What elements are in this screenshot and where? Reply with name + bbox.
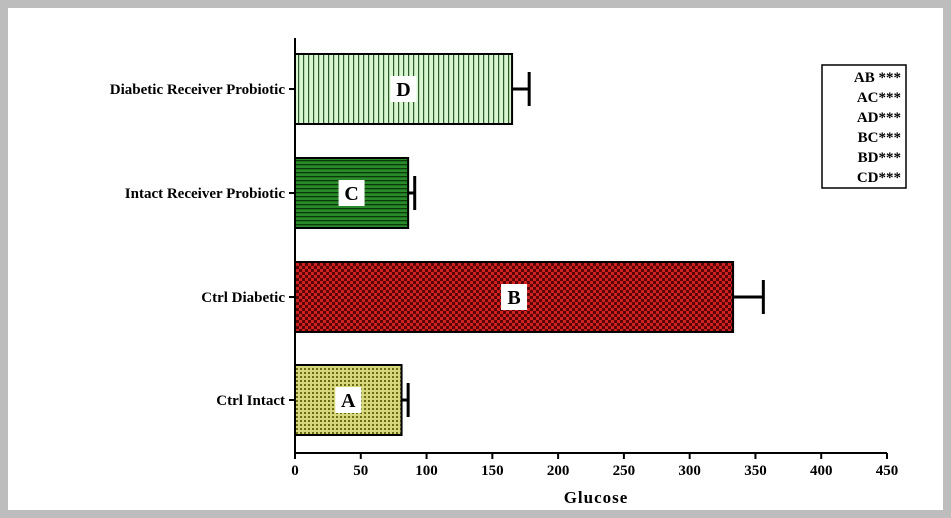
x-tick-label: 100 xyxy=(415,463,438,479)
legend-entry: BD*** xyxy=(858,150,901,166)
legend-entry: AC*** xyxy=(857,90,901,106)
x-axis-title: Glucose xyxy=(564,488,629,507)
bar-letter-box xyxy=(338,180,365,206)
x-tick-label: 400 xyxy=(810,463,833,479)
x-tick-label: 200 xyxy=(547,463,570,479)
x-tick-label: 300 xyxy=(678,463,701,479)
legend-entry: BC*** xyxy=(858,130,901,146)
bar-letter-label: D xyxy=(396,79,410,101)
bar-letter-box xyxy=(390,76,417,102)
chart-frame: 0 50 100 150 200 250 300 350 400 450 Ctrl Intact A C… xyxy=(8,8,943,510)
x-tick-label: 250 xyxy=(613,463,636,479)
bar-letter-label: A xyxy=(341,390,356,412)
x-tick-label: 150 xyxy=(481,463,504,479)
bar-letter-label: B xyxy=(507,287,520,309)
bar-letter-label: C xyxy=(344,183,358,205)
y-category-label: Ctrl Diabetic xyxy=(201,290,285,306)
x-tick-label: 350 xyxy=(744,463,767,479)
x-tick-label: 50 xyxy=(353,463,368,479)
x-tick-label: 0 xyxy=(291,463,299,479)
y-category-label: Intact Receiver Probiotic xyxy=(125,186,286,202)
bar-letter-box xyxy=(501,284,528,310)
significance-legend: AB *** AC*** AD*** BC*** BD*** CD*** xyxy=(821,64,907,189)
y-category-label: Diabetic Receiver Probiotic xyxy=(110,82,286,98)
legend-entry: AD*** xyxy=(857,110,901,126)
y-category-label: Ctrl Intact xyxy=(216,393,285,409)
legend-entry: AB *** xyxy=(854,70,901,86)
legend-entry: CD*** xyxy=(857,170,901,186)
legend-box xyxy=(821,64,907,189)
bar-letter-box xyxy=(335,387,362,413)
x-tick-label: 450 xyxy=(876,463,899,479)
